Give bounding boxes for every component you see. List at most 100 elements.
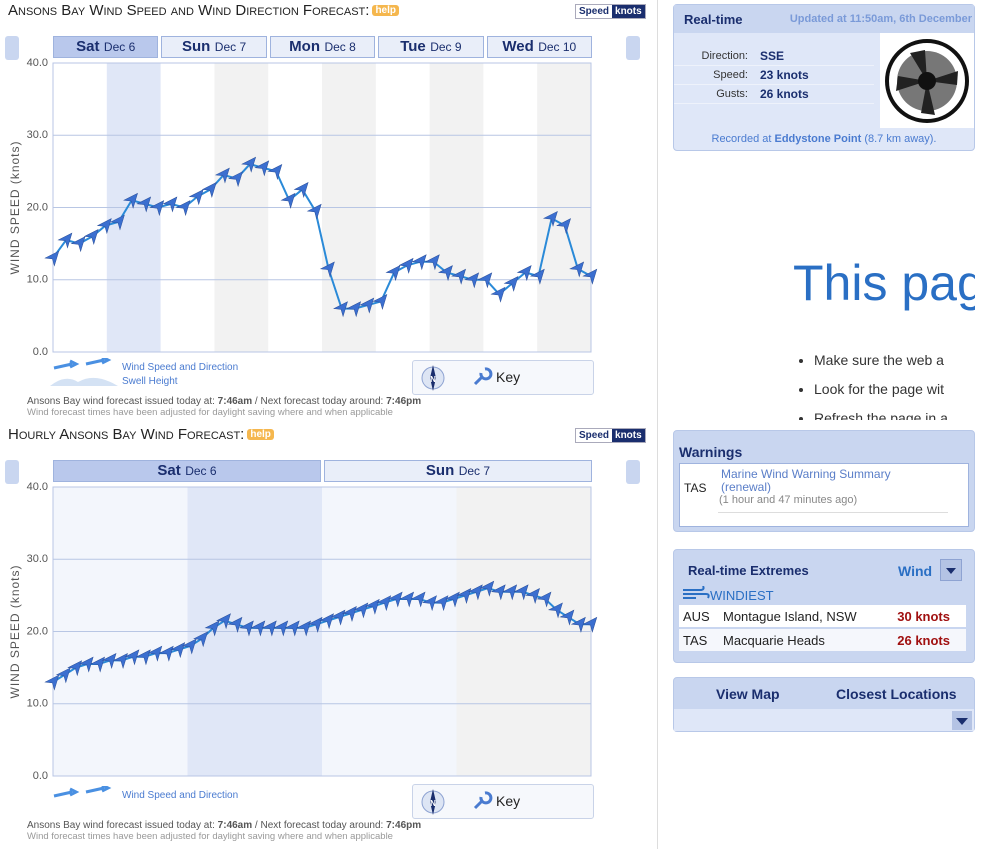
day: Sun (425, 462, 455, 479)
wind-arrow (227, 616, 243, 633)
wind-arrow (490, 584, 506, 601)
key-icon (473, 791, 493, 810)
wind-arrow (570, 616, 586, 633)
wind-arrow (109, 214, 125, 231)
wind-icon (683, 586, 710, 599)
row-label: Speed: (713, 69, 748, 81)
key-box[interactable]: N Key (412, 360, 594, 395)
wind-arrow (135, 649, 151, 666)
dropdown[interactable] (952, 711, 972, 730)
unit-toggle[interactable]: Speed knots (575, 428, 646, 443)
station[interactable]: Eddystone Point (774, 133, 862, 145)
heading: WINDIEST (710, 588, 774, 603)
legend-item: Wind Speed and Direction (50, 786, 238, 804)
unit-label: Speed (579, 6, 610, 17)
wind-arrow (250, 620, 266, 637)
wind-arrow (123, 192, 138, 209)
unit-value[interactable]: knots (612, 429, 645, 442)
day-tab[interactable]: Sun Dec 7 (324, 460, 592, 482)
wind-arrow (542, 210, 558, 227)
wind-arrow (556, 218, 571, 235)
chart: 0.0 10.0 20.0 30.0 40.0 WIND SPEED (knots) (8, 481, 598, 782)
row-value: SSE (760, 49, 785, 63)
next-button[interactable] (626, 36, 640, 60)
wind-arrow (70, 236, 86, 253)
warning-link[interactable]: Marine Wind Warning Summary (renewal) (721, 467, 891, 494)
issued-time: 7:46am (217, 820, 253, 831)
issued-label: Ansons Bay wind forecast issued today at… (27, 396, 215, 407)
section-title: Ansons Bay Wind Speed and Wind Direction… (8, 2, 399, 19)
wind-arrow (525, 587, 540, 604)
help-button[interactable]: help (372, 5, 399, 16)
y-tick-label: 10.0 (27, 698, 48, 710)
panel-header (674, 5, 974, 33)
wind-arrow (296, 620, 312, 637)
date: Dec 7 (214, 40, 247, 54)
recorded: Recorded at Eddystone Point (8.7 km away… (674, 133, 974, 145)
y-tick-label: 40.0 (27, 57, 48, 69)
date: Dec 9 (430, 40, 462, 54)
wind-arrow (456, 587, 472, 604)
help-button[interactable]: help (247, 429, 274, 440)
prev-button[interactable] (5, 460, 19, 484)
day-tab[interactable]: Sun Dec 7 (161, 36, 267, 58)
wind-arrow (359, 297, 375, 314)
wind-arrow (422, 595, 437, 612)
wind-arrow (280, 192, 296, 209)
warnings-list: TAS Marine Wind Warning Summary (renewal… (679, 463, 969, 527)
wind-arrow (433, 595, 449, 612)
chart: 0.0 10.0 20.0 30.0 40.0 WIND SPEED (knots) (8, 57, 598, 358)
error-frame: This pag Make sure the web aLook for the… (660, 150, 975, 420)
y-axis-label: WIND SPEED (knots) (8, 140, 22, 274)
day-tab[interactable]: Tue Dec 9 (378, 36, 484, 58)
wind-arrow (582, 268, 598, 285)
y-tick-label: 30.0 (27, 129, 48, 141)
section-title: Hourly Ansons Bay Wind Forecast: help (8, 426, 274, 443)
wind-arrow (411, 254, 427, 271)
day-tab[interactable]: Wed Dec 10 (486, 36, 592, 58)
wind-arrow (158, 645, 174, 662)
error-bullet: Refresh the page in a (814, 404, 948, 420)
day: Tue (400, 38, 426, 55)
selector[interactable]: Wind (898, 563, 933, 579)
next-button[interactable] (626, 460, 640, 484)
wind-arrow (162, 196, 178, 213)
day-tab[interactable]: Mon Dec 8 (269, 36, 376, 58)
y-tick-label: 20.0 (27, 625, 48, 637)
unit-label: Speed (579, 430, 610, 441)
map-bar (674, 709, 974, 731)
wind-arrow (306, 203, 322, 220)
reading: 26 knots (897, 633, 950, 648)
wind-arrow (216, 613, 231, 630)
title: Ansons Bay Wind Speed and Wind Direction… (8, 2, 370, 19)
day-tab[interactable]: Sat Dec 6 (53, 36, 159, 58)
reading: 30 knots (897, 609, 950, 624)
prev-button[interactable] (5, 36, 19, 60)
next-label: / Next forecast today around: (254, 396, 384, 407)
legend-label: Swell Height (122, 376, 178, 387)
plot-border (52, 62, 592, 353)
dropdown[interactable] (940, 559, 962, 581)
key-box[interactable]: N Key (412, 784, 594, 819)
wind-arrow (149, 200, 165, 217)
extreme-row: AUS Montague Island, NSW 30 knots (679, 605, 966, 627)
wind-arrow (228, 171, 243, 188)
legend-icon (50, 377, 118, 386)
row-label: Direction: (701, 50, 748, 62)
view-map[interactable]: View Map (716, 686, 780, 702)
closest-locations[interactable]: Closest Locations (836, 686, 957, 702)
next-label: / Next forecast today around: (254, 820, 384, 831)
day: Wed (502, 38, 534, 55)
wind-arrow (293, 182, 309, 199)
wind-arrow (136, 196, 152, 213)
wind-arrow (113, 653, 128, 669)
wind-arrow (502, 584, 518, 601)
unit-toggle[interactable]: Speed knots (575, 4, 646, 19)
day-tab[interactable]: Sat Dec 6 (53, 460, 321, 482)
wind-arrow (78, 656, 94, 673)
rule (718, 512, 948, 513)
unit-value[interactable]: knots (612, 5, 645, 18)
panel-title: Warnings (679, 444, 743, 460)
wind-arrow (353, 602, 369, 619)
